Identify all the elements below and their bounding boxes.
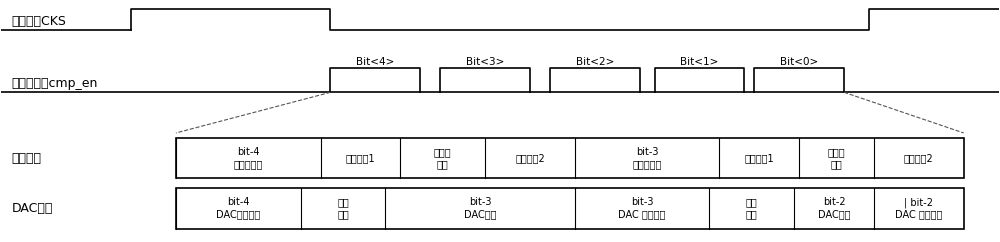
- Text: 比较器时钟cmp_en: 比较器时钟cmp_en: [11, 77, 98, 90]
- Text: DAC建立完成: DAC建立完成: [216, 209, 260, 219]
- Text: Bit<2>: Bit<2>: [576, 57, 614, 67]
- Text: 逻辑延时2: 逻辑延时2: [515, 153, 545, 163]
- Text: 延时: 延时: [746, 209, 758, 219]
- Text: 逻辑延时1: 逻辑延时1: [346, 153, 375, 163]
- Text: 复位: 复位: [437, 159, 449, 169]
- Text: Bit<0>: Bit<0>: [780, 57, 818, 67]
- Text: bit-4: bit-4: [237, 147, 259, 157]
- Text: Bit<4>: Bit<4>: [356, 57, 395, 67]
- Text: 数据: 数据: [337, 197, 349, 207]
- Text: Bit<1>: Bit<1>: [680, 57, 719, 67]
- Text: 时钟环路: 时钟环路: [11, 151, 41, 165]
- Text: DAC 建立完成: DAC 建立完成: [895, 209, 943, 219]
- Text: 比较器: 比较器: [828, 147, 845, 157]
- Text: 延时: 延时: [337, 209, 349, 219]
- Text: bit-3: bit-3: [631, 197, 653, 207]
- Text: bit-3: bit-3: [469, 197, 491, 207]
- Text: DAC 建立完成: DAC 建立完成: [618, 209, 666, 219]
- Text: 比较器建立: 比较器建立: [632, 159, 662, 169]
- Text: bit-2: bit-2: [823, 197, 845, 207]
- Text: 比较器: 比较器: [434, 147, 451, 157]
- Text: bit-3: bit-3: [636, 147, 658, 157]
- Bar: [176, 138, 964, 178]
- Text: 复位: 复位: [831, 159, 842, 169]
- Text: 逻辑延时2: 逻辑延时2: [904, 153, 934, 163]
- Text: DAC建立: DAC建立: [818, 209, 850, 219]
- Text: 逻辑延时1: 逻辑延时1: [744, 153, 774, 163]
- Text: Bit<3>: Bit<3>: [466, 57, 504, 67]
- Text: DAC环路: DAC环路: [11, 202, 53, 215]
- Text: 比较器建立: 比较器建立: [234, 159, 263, 169]
- Text: bit-4: bit-4: [227, 197, 249, 207]
- Text: DAC建立: DAC建立: [464, 209, 496, 219]
- Text: | bit-2: | bit-2: [904, 197, 933, 208]
- Bar: [176, 188, 964, 229]
- Text: 采样时钟CKS: 采样时钟CKS: [11, 15, 66, 28]
- Text: 数据: 数据: [746, 197, 758, 207]
